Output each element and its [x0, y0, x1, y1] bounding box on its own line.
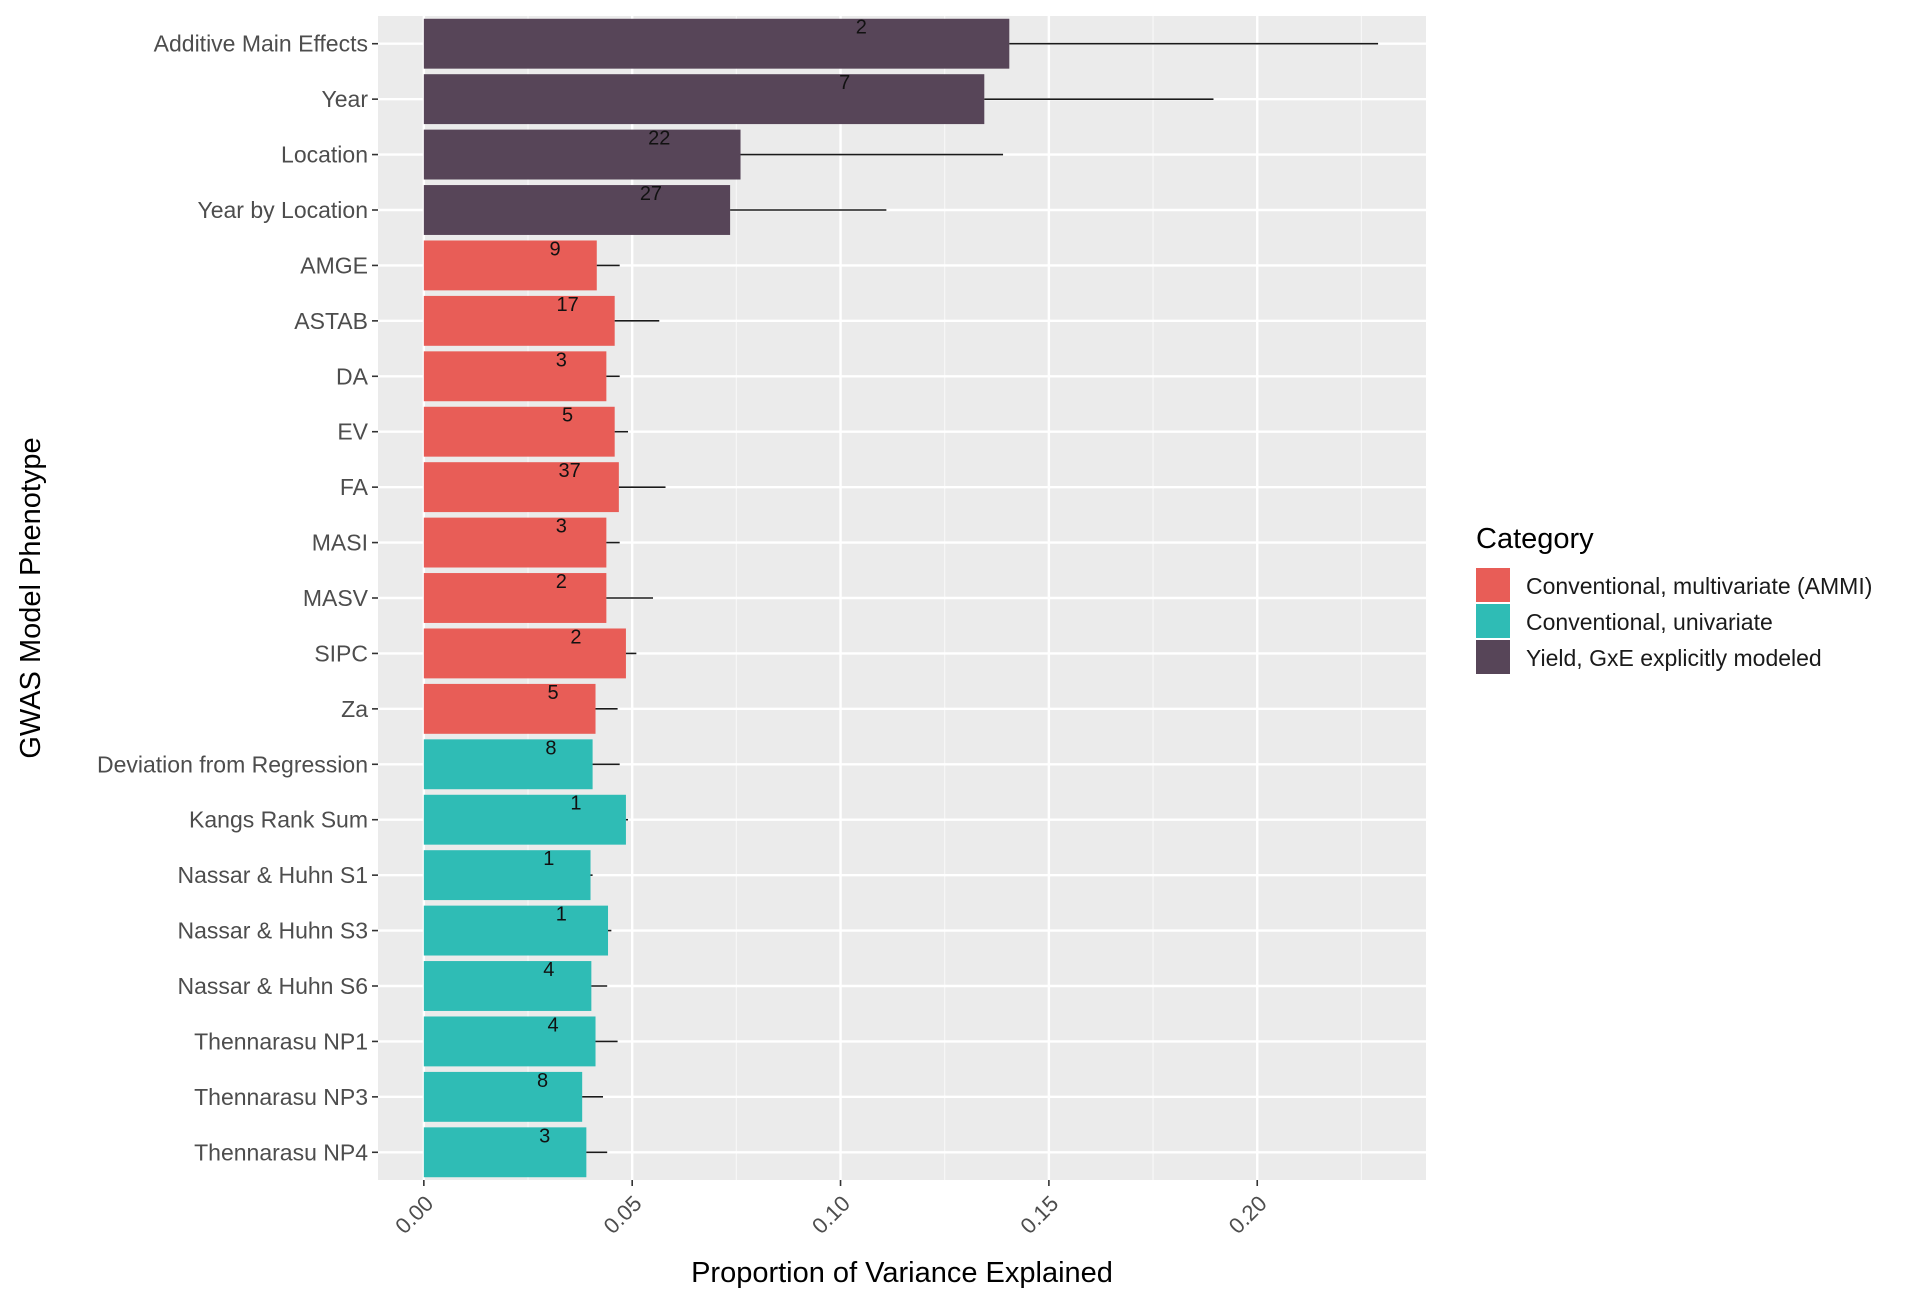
x-tick-label: 0.10 — [807, 1191, 855, 1239]
legend-key — [1476, 640, 1510, 674]
y-tick-label: Location — [281, 142, 368, 168]
bar — [423, 74, 985, 125]
error-bars — [582, 42, 1379, 1154]
bar — [423, 683, 596, 734]
legend-label: Conventional, univariate — [1526, 609, 1773, 635]
legend-label: Yield, GxE explicitly modeled — [1526, 645, 1822, 671]
bar — [423, 185, 731, 235]
x-tick-label: 0.05 — [599, 1191, 647, 1239]
bar — [423, 794, 626, 845]
count-label: 8 — [537, 1070, 548, 1092]
count-label: 2 — [556, 571, 567, 593]
y-tick-label: Thennarasu NP3 — [194, 1084, 368, 1110]
legend: Category Conventional, multivariate (AMM… — [1476, 523, 1872, 674]
legend-key — [1476, 568, 1510, 602]
x-axis: 0.00 0.05 0.10 0.15 0.20 — [390, 1180, 1272, 1239]
count-label: 37 — [559, 460, 581, 482]
count-label: 22 — [648, 128, 670, 150]
y-tick-label: DA — [336, 363, 369, 389]
y-tick-label: FA — [340, 474, 369, 500]
y-tick-label: ASTAB — [294, 308, 368, 334]
x-tick-label: 0.15 — [1015, 1191, 1063, 1239]
bar — [423, 628, 626, 679]
y-tick-label: Additive Main Effects — [154, 31, 368, 57]
count-label: 17 — [556, 294, 578, 316]
count-label: 8 — [545, 737, 556, 759]
count-label: 1 — [543, 848, 554, 870]
bar — [423, 850, 591, 901]
y-tick-label: Za — [341, 696, 368, 722]
bar — [423, 240, 597, 291]
y-tick-label: Nassar & Huhn S6 — [178, 973, 368, 999]
count-label: 7 — [839, 72, 850, 94]
count-label: 1 — [556, 904, 567, 926]
y-tick-label: SIPC — [314, 640, 368, 666]
count-label: 2 — [570, 626, 581, 648]
bar — [423, 351, 607, 402]
count-label: 3 — [556, 349, 567, 371]
y-tick-label: MASV — [303, 585, 369, 611]
bar — [423, 406, 615, 457]
y-tick-label: Deviation from Regression — [97, 751, 368, 777]
count-label: 3 — [539, 1125, 550, 1147]
bar — [423, 905, 609, 956]
y-tick-label: Kangs Rank Sum — [189, 807, 368, 833]
bar — [423, 573, 607, 623]
count-label: 5 — [547, 682, 558, 704]
x-tick-label: 0.00 — [390, 1191, 438, 1239]
count-label: 5 — [562, 405, 573, 427]
bar — [423, 1071, 583, 1122]
bar — [423, 462, 619, 513]
count-label: 9 — [550, 238, 561, 260]
bar — [423, 129, 741, 180]
bars — [423, 18, 1010, 1178]
y-tick-label: AMGE — [300, 252, 368, 278]
bar — [423, 295, 615, 346]
x-axis-title: Proportion of Variance Explained — [691, 1257, 1113, 1289]
legend-key — [1476, 604, 1510, 638]
y-tick-label: Year by Location — [197, 197, 368, 223]
count-label: 4 — [547, 1014, 558, 1036]
legend-label: Conventional, multivariate (AMMI) — [1526, 573, 1872, 599]
count-label: 27 — [640, 183, 662, 205]
y-tick-label: Thennarasu NP4 — [194, 1139, 368, 1165]
bar — [423, 1127, 587, 1178]
count-label: 4 — [543, 959, 554, 981]
y-tick-label: Year — [322, 86, 369, 112]
bar — [423, 18, 1010, 69]
x-tick-label: 0.20 — [1224, 1191, 1272, 1239]
y-axis: Additive Main Effects Year Location Year by… — [97, 31, 378, 1165]
legend-title: Category — [1476, 523, 1594, 555]
y-tick-label: Nassar & Huhn S3 — [178, 918, 368, 944]
y-axis-title: GWAS Model Phenotype — [15, 437, 47, 758]
count-label: 3 — [556, 516, 567, 538]
y-tick-label: Nassar & Huhn S1 — [178, 862, 368, 888]
bar — [423, 961, 592, 1011]
count-label: 1 — [570, 793, 581, 815]
y-tick-label: EV — [337, 419, 368, 445]
y-tick-label: MASI — [312, 530, 368, 556]
bar — [423, 739, 593, 790]
count-label: 2 — [856, 17, 867, 39]
y-tick-label: Thennarasu NP1 — [194, 1028, 368, 1054]
bar — [423, 1016, 596, 1067]
bar — [423, 517, 607, 568]
